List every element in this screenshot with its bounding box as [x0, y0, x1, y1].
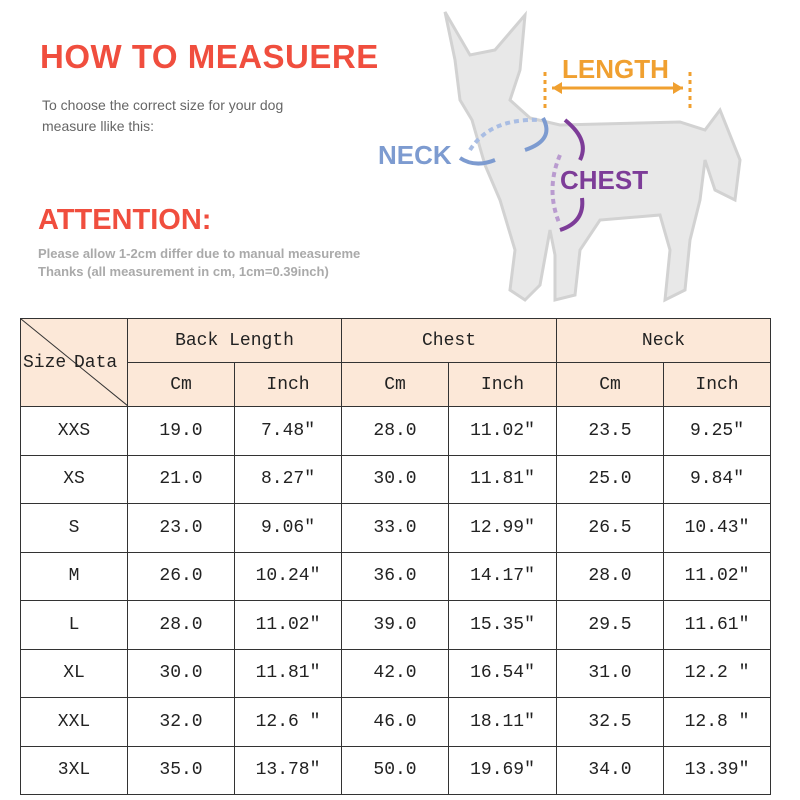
value-cell: 11.81″ [448, 454, 557, 504]
value-cell: 23.0 [127, 503, 235, 553]
size-cell: M [20, 551, 128, 601]
neck-guide [468, 117, 541, 152]
unit-header: Cm [341, 362, 449, 407]
value-cell: 16.54″ [448, 648, 557, 698]
dog-diagram: LENGTH NECK CHEST [378, 10, 742, 303]
size-table: Size Data Back Length Chest Neck Cm Inch Cm Inch… [20, 318, 771, 795]
value-cell: 28.0 [341, 406, 449, 456]
unit-header: Cm [127, 362, 235, 407]
unit-header: Inch [663, 362, 771, 407]
data-row: S 23.0 9.06″ 33.0 12.99″ 26.5 10.43″ [20, 503, 771, 553]
group-header: Neck [556, 318, 771, 363]
value-cell: 11.81″ [234, 648, 342, 698]
value-cell: 9.25″ [663, 406, 771, 456]
value-cell: 18.11″ [448, 697, 557, 747]
title: HOW TO MEASUERE [40, 38, 379, 75]
value-cell: 11.02″ [234, 600, 342, 650]
value-cell: 36.0 [341, 551, 449, 601]
attention-line: Thanks (all measurement in cm, 1cm=0.39i… [38, 264, 329, 279]
value-cell: 28.0 [556, 551, 664, 601]
value-cell: 39.0 [341, 600, 449, 650]
subtitle: To choose the correct size for your dog [42, 97, 284, 113]
dog-silhouette [443, 10, 742, 303]
value-cell: 12.99″ [448, 503, 557, 553]
value-cell: 26.5 [556, 503, 664, 553]
value-cell: 21.0 [127, 454, 235, 504]
group-header: Chest [341, 318, 557, 363]
value-cell: 32.5 [556, 697, 664, 747]
value-cell: 11.02″ [663, 551, 771, 601]
value-cell: 10.24″ [234, 551, 342, 601]
subtitle: measure llike this: [42, 118, 155, 134]
chest-arrow [559, 197, 585, 232]
neck-arrow [524, 117, 549, 152]
value-cell: 9.84″ [663, 454, 771, 504]
attention-line: Please allow 1-2cm differ due to manual … [38, 246, 361, 261]
unit-header: Inch [234, 362, 342, 407]
unit-header: Cm [556, 362, 664, 407]
value-cell: 26.0 [127, 551, 235, 601]
size-cell: XXL [20, 697, 128, 747]
size-cell: XL [20, 648, 128, 698]
size-cell: L [20, 600, 128, 650]
value-cell: 19.0 [127, 406, 235, 456]
group-header: Back Length [127, 318, 342, 363]
neck-label: NECK [378, 140, 452, 170]
value-cell: 11.02″ [448, 406, 557, 456]
value-cell: 9.06″ [234, 503, 342, 553]
value-cell: 35.0 [127, 745, 235, 795]
data-row: XS 21.0 8.27″ 30.0 11.81″ 25.0 9.84″ [20, 454, 771, 504]
value-cell: 23.5 [556, 406, 664, 456]
data-row: M 26.0 10.24″ 36.0 14.17″ 28.0 11.02″ [20, 551, 771, 601]
value-cell: 8.27″ [234, 454, 342, 504]
value-cell: 12.8 ″ [663, 697, 771, 747]
corner-label: Size [23, 353, 67, 373]
value-cell: 46.0 [341, 697, 449, 747]
value-cell: 28.0 [127, 600, 235, 650]
corner-diagonal [21, 319, 127, 406]
header-row: Cm Inch Cm Inch Cm Inch [21, 362, 771, 407]
value-cell: 7.48″ [234, 406, 342, 456]
corner-label: Data [74, 353, 118, 373]
chest-arrow [563, 118, 585, 161]
corner-cell: Size Data [20, 318, 128, 407]
value-cell: 32.0 [127, 697, 235, 747]
size-cell: 3XL [20, 745, 128, 795]
value-cell: 13.78″ [234, 745, 342, 795]
value-cell: 34.0 [556, 745, 664, 795]
chest-guide [550, 154, 562, 226]
value-cell: 14.17″ [448, 551, 557, 601]
value-cell: 12.6 ″ [234, 697, 342, 747]
data-row: XXL 32.0 12.6 ″ 46.0 18.11″ 32.5 12.8 ″ [20, 697, 771, 747]
value-cell: 50.0 [341, 745, 449, 795]
value-cell: 25.0 [556, 454, 664, 504]
value-cell: 42.0 [341, 648, 449, 698]
attention-title: ATTENTION: [38, 204, 212, 236]
chest-label: CHEST [560, 165, 648, 195]
value-cell: 12.2 ″ [663, 648, 771, 698]
unit-header: Inch [448, 362, 557, 407]
size-cell: S [20, 503, 128, 553]
value-cell: 11.61″ [663, 600, 771, 650]
data-row: XL 30.0 11.81″ 42.0 16.54″ 31.0 12.2 ″ [20, 648, 771, 698]
value-cell: 31.0 [556, 648, 664, 698]
header-row: Size Data Back Length Chest Neck [20, 318, 771, 407]
data-row: XXS 19.0 7.48″ 28.0 11.02″ 23.5 9.25″ [20, 406, 771, 456]
data-row: 3XL 35.0 13.78″ 50.0 19.69″ 34.0 13.39″ [20, 745, 771, 795]
value-cell: 13.39″ [663, 745, 771, 795]
size-cell: XXS [20, 406, 128, 456]
value-cell: 33.0 [341, 503, 449, 553]
data-row: L 28.0 11.02″ 39.0 15.35″ 29.5 11.61″ [20, 600, 771, 650]
value-cell: 30.0 [127, 648, 235, 698]
size-cell: XS [20, 454, 128, 504]
value-cell: 29.5 [556, 600, 664, 650]
value-cell: 30.0 [341, 454, 449, 504]
value-cell: 10.43″ [663, 503, 771, 553]
length-label: LENGTH [562, 54, 669, 84]
value-cell: 19.69″ [448, 745, 557, 795]
value-cell: 15.35″ [448, 600, 557, 650]
neck-arrow [458, 156, 496, 166]
